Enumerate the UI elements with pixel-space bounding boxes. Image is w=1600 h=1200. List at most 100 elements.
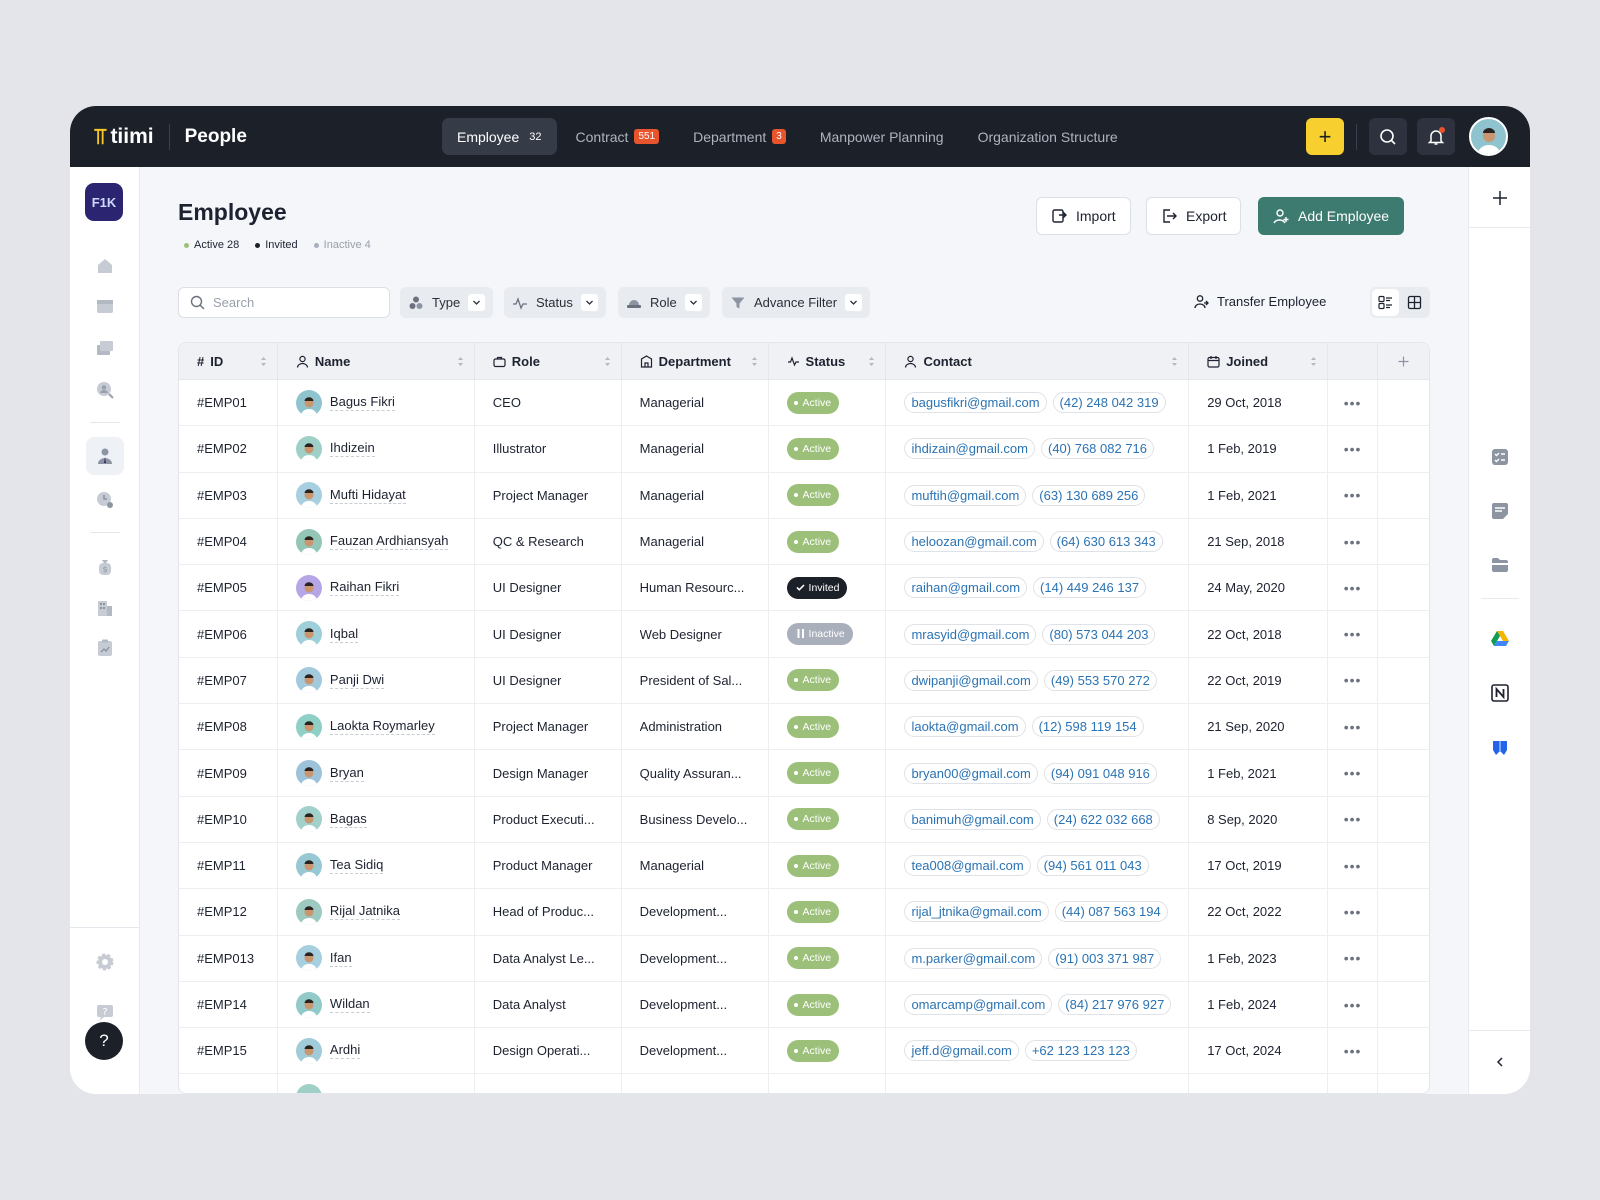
- column-header-department[interactable]: Department: [622, 343, 769, 379]
- avatar[interactable]: [295, 991, 322, 1018]
- tab-employee[interactable]: Employee 32: [442, 118, 557, 155]
- sidebar-item-help-center[interactable]: ?: [70, 995, 140, 1029]
- row-actions-button[interactable]: •••: [1328, 796, 1379, 842]
- avatar[interactable]: [295, 482, 322, 509]
- sidebar-item-home[interactable]: [70, 249, 140, 283]
- employee-name-link[interactable]: Laokta Roymarley: [329, 718, 435, 736]
- phone-link[interactable]: (24) 622 032 668: [1046, 808, 1160, 830]
- table-row[interactable]: #EMP10 Bagas Product Executi... Business De…: [179, 796, 1429, 843]
- jira-button[interactable]: [1469, 732, 1530, 762]
- filter-type[interactable]: Type: [400, 287, 494, 318]
- avatar[interactable]: [295, 713, 322, 740]
- tab-manpower-planning[interactable]: Manpower Planning: [805, 118, 959, 155]
- avatar[interactable]: [295, 667, 322, 694]
- list-view-button[interactable]: [1372, 289, 1399, 316]
- row-actions-button[interactable]: •••: [1328, 889, 1379, 935]
- avatar[interactable]: [295, 852, 322, 879]
- logo[interactable]: ⫪ tiimi: [94, 124, 154, 150]
- email-link[interactable]: laokta@gmail.com: [904, 716, 1026, 738]
- filter-role[interactable]: Role: [618, 287, 710, 318]
- avatar[interactable]: [295, 760, 322, 787]
- tab-organization-structure[interactable]: Organization Structure: [963, 118, 1133, 155]
- sidebar-item-company[interactable]: [70, 591, 140, 625]
- sidebar-item-time-settings[interactable]: [70, 483, 140, 517]
- employee-name-link[interactable]: Ihdizein: [329, 440, 375, 458]
- table-row[interactable]: #EMP14 Wildan Data Analyst Development... Ac…: [179, 981, 1429, 1029]
- user-avatar[interactable]: [1469, 117, 1508, 156]
- phone-link[interactable]: +62 123 123 123: [1024, 1040, 1137, 1062]
- phone-link[interactable]: (44) 087 563 194: [1054, 901, 1168, 923]
- row-actions-button[interactable]: •••: [1328, 380, 1379, 426]
- files-button[interactable]: [1469, 550, 1530, 580]
- avatar[interactable]: [295, 435, 322, 462]
- row-actions-button[interactable]: •••: [1328, 657, 1379, 704]
- filter-advance[interactable]: Advance Filter: [722, 287, 871, 318]
- table-row[interactable]: #EMP11 Tea Sidiq Product Manager Managerial…: [179, 842, 1429, 890]
- email-link[interactable]: rijal_jtnika@gmail.com: [904, 901, 1049, 923]
- row-actions-button[interactable]: •••: [1328, 981, 1379, 1028]
- table-row[interactable]: #EMP06 Iqbal UI Designer Web Designer Inacti…: [179, 611, 1429, 658]
- search-button[interactable]: [1369, 118, 1407, 155]
- column-header-status[interactable]: Status: [769, 343, 887, 379]
- employee-name-link[interactable]: Fauzan Ardhiansyah: [329, 533, 449, 551]
- phone-link[interactable]: (12) 598 119 154: [1031, 716, 1144, 738]
- column-header-role[interactable]: Role: [475, 343, 622, 379]
- table-row[interactable]: #EMP013 Ifan Data Analyst Le... Development…: [179, 935, 1429, 982]
- tasks-button[interactable]: [1469, 442, 1530, 472]
- email-link[interactable]: m.parker@gmail.com: [904, 947, 1043, 969]
- email-link[interactable]: bagusfikri@gmail.com: [904, 392, 1047, 414]
- avatar[interactable]: [295, 945, 322, 972]
- help-button[interactable]: ?: [85, 1022, 123, 1060]
- table-row[interactable]: #EMP04 Fauzan Ardhiansyah QC & Research Man…: [179, 518, 1429, 566]
- employee-name-link[interactable]: Ifan: [329, 949, 352, 967]
- google-drive-button[interactable]: [1469, 624, 1530, 654]
- column-header-name[interactable]: Name: [278, 343, 475, 379]
- table-row[interactable]: #EMP08 Laokta Roymarley Project Manager Adm…: [179, 704, 1429, 751]
- phone-link[interactable]: (94) 561 011 043: [1036, 855, 1149, 877]
- row-actions-button[interactable]: •••: [1328, 426, 1379, 472]
- import-button[interactable]: Import: [1036, 197, 1131, 235]
- avatar[interactable]: [295, 574, 322, 601]
- row-actions-button[interactable]: •••: [1328, 935, 1379, 981]
- column-header-contact[interactable]: Contact: [886, 343, 1190, 379]
- row-actions-button[interactable]: •••: [1328, 750, 1379, 796]
- email-link[interactable]: mrasyid@gmail.com: [904, 623, 1037, 645]
- phone-link[interactable]: (14) 449 246 137: [1033, 577, 1147, 599]
- phone-link[interactable]: (80) 573 044 203: [1042, 623, 1156, 645]
- avatar[interactable]: [295, 389, 322, 416]
- grid-view-button[interactable]: [1401, 289, 1428, 316]
- email-link[interactable]: jeff.d@gmail.com: [904, 1040, 1019, 1062]
- employee-name-link[interactable]: Tea Sidiq: [329, 857, 384, 875]
- avatar[interactable]: [295, 806, 322, 833]
- email-link[interactable]: tea008@gmail.com: [904, 855, 1031, 877]
- row-actions-button[interactable]: •••: [1328, 704, 1379, 750]
- email-link[interactable]: omarcamp@gmail.com: [904, 994, 1053, 1015]
- employee-name-link[interactable]: Raihan Fikri: [329, 579, 400, 597]
- collapse-panel-button[interactable]: [1469, 1047, 1530, 1077]
- avatar[interactable]: [295, 898, 322, 925]
- row-actions-button[interactable]: •••: [1328, 842, 1379, 889]
- table-row[interactable]: #EMP05 Raihan Fikri UI Designer Human Resou…: [179, 565, 1429, 612]
- filter-status[interactable]: Status: [504, 287, 606, 318]
- employee-name-link[interactable]: Ardhi: [329, 1042, 361, 1060]
- add-integration-button[interactable]: [1469, 183, 1530, 213]
- table-row[interactable]: #EMP03 Mufti Hidayat Project Manager Manage…: [179, 472, 1429, 519]
- organization-badge[interactable]: F1K: [85, 183, 123, 221]
- email-link[interactable]: raihan@gmail.com: [904, 577, 1028, 599]
- email-link[interactable]: muftih@gmail.com: [904, 484, 1027, 506]
- tab-contract[interactable]: Contract 551: [561, 118, 675, 155]
- sidebar-item-cards[interactable]: [70, 331, 140, 365]
- employee-name-link[interactable]: Bagus Fikri: [329, 394, 395, 412]
- phone-link[interactable]: (84) 217 976 927: [1058, 994, 1172, 1015]
- phone-link[interactable]: (91) 003 371 987: [1048, 947, 1162, 969]
- employee-name-link[interactable]: Bagas: [329, 810, 367, 828]
- table-row[interactable]: #EMP02 Ihdizein Illustrator Managerial Activ…: [179, 426, 1429, 473]
- notion-button[interactable]: [1469, 678, 1530, 708]
- table-row[interactable]: [179, 1074, 1429, 1093]
- row-actions-button[interactable]: •••: [1328, 518, 1379, 565]
- notes-button[interactable]: [1469, 496, 1530, 526]
- export-button[interactable]: Export: [1146, 197, 1242, 235]
- phone-link[interactable]: (63) 130 689 256: [1032, 484, 1146, 506]
- avatar[interactable]: [295, 621, 322, 648]
- avatar[interactable]: [295, 1037, 322, 1064]
